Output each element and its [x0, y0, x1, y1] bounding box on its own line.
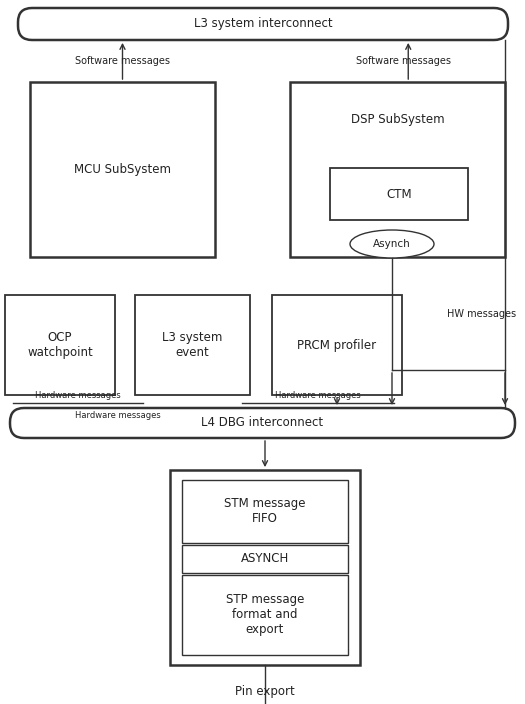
- Text: OCP
watchpoint: OCP watchpoint: [27, 331, 93, 359]
- Text: L3 system
event: L3 system event: [162, 331, 223, 359]
- Text: DSP SubSystem: DSP SubSystem: [351, 113, 444, 127]
- Bar: [5, 295, 115, 395]
- Bar: [272, 295, 402, 395]
- Bar: [330, 168, 468, 220]
- Text: L3 system interconnect: L3 system interconnect: [194, 18, 332, 30]
- Text: ASYNCH: ASYNCH: [241, 553, 289, 565]
- Bar: [290, 82, 505, 257]
- Text: HW messages: HW messages: [447, 309, 516, 319]
- Bar: [182, 545, 348, 573]
- Text: CTM: CTM: [386, 187, 412, 201]
- Bar: [30, 82, 215, 257]
- Text: Software messages: Software messages: [75, 56, 170, 66]
- Text: MCU SubSystem: MCU SubSystem: [74, 163, 171, 176]
- FancyBboxPatch shape: [18, 8, 508, 40]
- Bar: [182, 480, 348, 543]
- Text: Software messages: Software messages: [356, 56, 451, 66]
- Text: PRCM profiler: PRCM profiler: [298, 339, 376, 351]
- Text: Hardware messages: Hardware messages: [75, 410, 161, 420]
- Ellipse shape: [350, 230, 434, 258]
- Text: Pin export: Pin export: [235, 685, 295, 698]
- Text: Hardware messages: Hardware messages: [35, 391, 121, 401]
- Text: L4 DBG interconnect: L4 DBG interconnect: [202, 417, 323, 429]
- Text: Asynch: Asynch: [373, 239, 411, 249]
- Text: Hardware messages: Hardware messages: [275, 391, 361, 401]
- Bar: [135, 295, 250, 395]
- Text: STP message
format and
export: STP message format and export: [226, 593, 304, 636]
- FancyBboxPatch shape: [10, 408, 515, 438]
- Bar: [170, 470, 360, 665]
- Text: STM message
FIFO: STM message FIFO: [224, 498, 306, 525]
- Bar: [182, 575, 348, 655]
